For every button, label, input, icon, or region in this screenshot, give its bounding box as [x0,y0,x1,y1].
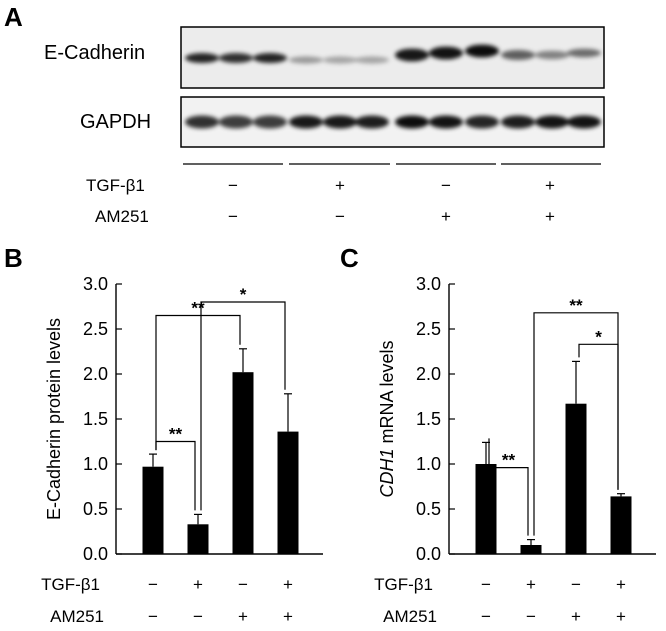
ecadherin-band [535,50,569,60]
chart-c-y-tick-label: 0.5 [416,499,441,519]
chart-c-y-tick-label: 2.5 [416,319,441,339]
chart-b-condition-sign: − [193,607,203,626]
chart-b-y-axis-label: E-Cadherin protein levels [44,318,64,520]
chart-b-bar [232,372,254,554]
ecadherin-band [355,56,389,64]
ecadherin-band [465,44,499,58]
gapdh-band [465,115,499,129]
ecadherin-band [253,53,287,63]
chart-c-significance-bracket [488,438,529,536]
chart-c-significance-label: ** [502,451,516,470]
chart-b-significance-label: ** [191,299,205,318]
chart-c-condition-sign: + [571,607,581,626]
panel-a-am251-label: AM251 [95,207,149,226]
blot-ecadherin [180,26,605,89]
chart-b-condition-sign: − [148,607,158,626]
chart-c-y-tick-label: 0.0 [416,544,441,564]
ecadherin-band [289,56,323,64]
chart-c-row-label: AM251 [383,607,437,626]
gapdh-band [289,115,323,129]
chart-b-row-label: AM251 [50,607,104,626]
chart-b-y-tick-label: 0.0 [83,544,108,564]
gapdh-band [253,115,287,129]
panel-a-tgf-sign: − [228,176,238,195]
chart-c-condition-sign: + [616,575,626,594]
chart-c-bar [520,545,542,554]
chart-c-significance-bracket [533,312,619,536]
chart-b-significance-bracket [155,314,241,451]
panel-a-am-sign: − [335,207,345,226]
gapdh-band [185,115,219,129]
chart-b-significance-label: * [240,285,247,304]
panel-a-am-sign: − [228,207,238,226]
panel-b-letter: B [4,243,23,273]
gapdh-band [395,115,429,129]
chart-c-y-tick-label: 1.0 [416,454,441,474]
gapdh-band [429,115,463,129]
chart-b-bar [277,431,299,554]
ecadherin-band [567,48,601,58]
ecadherin-band [429,46,463,60]
gapdh-band [323,115,357,129]
chart-b-condition-sign: − [238,575,248,594]
ecadherin-band [323,56,357,64]
chart-b-y-tick-label: 1.0 [83,454,108,474]
gapdh-band [567,115,601,129]
chart-c-bar [475,464,497,554]
ecadherin-band [395,48,429,62]
chart-c-bar [610,496,632,554]
chart-b-condition-sign: + [193,575,203,594]
panel-a-letter: A [4,2,23,32]
western-blot-figure [180,26,605,165]
chart-b-condition-sign: − [148,575,158,594]
chart-c-y-axis-label: CDH1 mRNA levels [377,340,397,497]
ecadherin-band [219,53,253,63]
chart-b-bar [187,524,209,554]
chart-b-condition-sign: + [283,607,293,626]
panel-a-am-sign: + [441,207,451,226]
chart-c-condition-sign: + [616,607,626,626]
chart-b-y-tick-label: 0.5 [83,499,108,519]
chart-c-significance-label: * [595,327,602,346]
chart-c-condition-sign: − [481,607,491,626]
chart-b-y-tick-label: 1.5 [83,409,108,429]
chart-b-bar [142,466,164,554]
chart-c-significance-label: ** [569,296,583,315]
ecadherin-band [185,53,219,63]
panel-a-tgf-sign: + [545,176,555,195]
panel-a-tgf-sign: − [441,176,451,195]
chart-c-condition-sign: − [526,607,536,626]
blot-gapdh [180,96,605,148]
chart-c-y-tick-label: 2.0 [416,364,441,384]
gapdh-band [535,115,569,129]
chart-panel-b: 0.0 0.5 1.0 1.5 2.0 2.5 3.0 E-Cadherin protein … [41,274,323,626]
blot-label-ecadherin: E-Cadherin [44,42,146,64]
chart-b-condition-sign: + [283,575,293,594]
chart-b-y-tick-label: 2.0 [83,364,108,384]
blot-label-gapdh: GAPDH [80,111,152,133]
chart-c-condition-sign: − [571,575,581,594]
ecadherin-band [501,50,535,60]
chart-c-condition-sign: − [481,575,491,594]
gapdh-band [355,115,389,129]
gapdh-band [501,115,535,129]
chart-b-y-tick-label: 3.0 [83,274,108,294]
panel-a-am-sign: + [545,207,555,226]
chart-c-bar [565,403,587,554]
gapdh-band [219,115,253,129]
chart-c-y-tick-label: 3.0 [416,274,441,294]
panel-a-tgf-label: TGF-β1 [86,176,145,195]
chart-c-row-label: TGF-β1 [374,575,433,594]
chart-b-condition-sign: + [238,607,248,626]
panel-c-letter: C [340,243,359,273]
chart-c-y-tick-label: 1.5 [416,409,441,429]
chart-b-y-tick-label: 2.5 [83,319,108,339]
chart-b-row-label: TGF-β1 [41,575,100,594]
panel-a-tgf-sign: + [335,176,345,195]
chart-b-significance-label: ** [169,425,183,444]
chart-b-significance-bracket [200,301,286,511]
chart-c-condition-sign: + [526,575,536,594]
